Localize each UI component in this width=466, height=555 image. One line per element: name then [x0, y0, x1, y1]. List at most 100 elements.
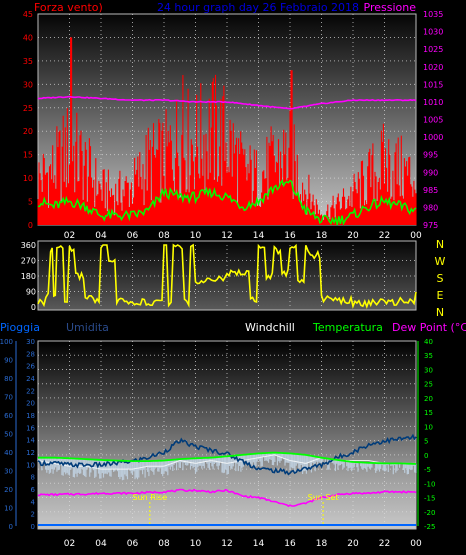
temperature-x-tick-label: 16	[284, 539, 296, 549]
wind-average-line	[38, 179, 417, 226]
temperature-series	[37, 433, 417, 526]
rain-tick-label: 16	[26, 424, 35, 432]
pressure-tick-label: 990	[423, 168, 438, 177]
rain-tick-label: 24	[26, 375, 35, 383]
temperature-x-axis: 02 04 06 08 10 12 14 16 18 20 22 00	[64, 539, 422, 549]
wind-tick-label: 40	[23, 33, 33, 42]
pressure-tick-label: 1015	[423, 80, 443, 89]
temperature-tick-label: 20	[424, 395, 433, 403]
wind-y-axis: 45 40 35 30 25 20 15 10 5 0	[23, 10, 33, 230]
rain-tick-label: 12	[26, 449, 35, 457]
direction-tick-label: 270	[21, 257, 36, 266]
dewpoint-line	[37, 488, 417, 508]
header-pressure-title: Pressione	[364, 1, 417, 14]
temperature-x-tick-label: 18	[316, 539, 328, 549]
wind-tick-label: 15	[23, 151, 33, 160]
wind-tick-label: 20	[23, 127, 33, 136]
pressure-tick-label: 1005	[423, 116, 443, 125]
temperature-tick-label: 30	[424, 366, 433, 374]
wind-x-tick-label: 00	[410, 231, 422, 241]
wind-series	[37, 37, 417, 226]
pressure-line	[37, 95, 417, 110]
wind-tick-label: 5	[28, 198, 33, 207]
humidity-tick-label: 50	[4, 431, 13, 439]
temperature-tick-label: -5	[424, 466, 431, 474]
temperature-tick-label: 15	[424, 409, 433, 417]
rain-tick-label: 18	[26, 412, 35, 420]
rain-title: Pioggia	[0, 321, 40, 334]
rain-tick-label: 10	[26, 461, 35, 469]
humidity-tick-label: 80	[4, 375, 13, 383]
temperature-x-tick-label: 20	[347, 539, 359, 549]
wind-x-tick-label: 06	[127, 231, 139, 241]
temperature-tick-label: 40	[424, 338, 433, 346]
wind-tick-label: 35	[23, 57, 33, 66]
wind-x-tick-label: 12	[221, 231, 232, 241]
rain-tick-label: 8	[31, 474, 35, 482]
temperature-x-tick-label: 10	[190, 539, 202, 549]
wind-x-axis: 02 04 06 08 10 12 14 16 18 20 22 00	[64, 231, 422, 241]
pressure-tick-label: 980	[423, 203, 438, 212]
temperature-title: Temperatura	[312, 321, 383, 334]
wind-x-tick-label: 20	[347, 231, 359, 241]
direction-tick-label: 0	[31, 303, 36, 312]
temperature-grid	[38, 341, 416, 526]
temperature-tick-label: -25	[424, 523, 435, 531]
humidity-tick-label: 90	[4, 357, 13, 365]
humidity-tick-label: 0	[9, 523, 13, 531]
rain-tick-label: 22	[26, 387, 35, 395]
temperature-line	[38, 451, 417, 465]
header-wind-title: Forza vento)	[34, 1, 103, 14]
wind-direction-line	[37, 243, 417, 309]
direction-series	[37, 243, 417, 309]
rain-tick-label: 20	[26, 400, 35, 408]
wind-x-tick-label: 04	[95, 231, 107, 241]
compass-label: E	[437, 289, 444, 302]
pressure-tick-label: 1035	[423, 10, 443, 19]
wind-tick-label: 25	[23, 104, 33, 113]
temperature-x-tick-label: 12	[221, 539, 232, 549]
temperature-tick-label: 10	[424, 423, 433, 431]
wind-tick-label: 45	[23, 10, 33, 19]
direction-y-axis: 360 270 180 90 0	[21, 241, 36, 312]
humidity-line	[37, 433, 417, 476]
temperature-x-tick-label: 06	[127, 539, 139, 549]
rain-tick-label: 6	[31, 486, 36, 494]
direction-tick-label: 180	[21, 272, 36, 281]
wind-x-tick-label: 14	[253, 231, 265, 241]
humidity-title: Umidita	[66, 321, 109, 334]
dewpoint-title: Dew Point (°C)	[392, 321, 466, 334]
rain-tick-label: 28	[26, 350, 35, 358]
humidity-tick-label: 70	[4, 394, 13, 402]
compass-label: W	[435, 255, 446, 268]
pressure-tick-label: 1010	[423, 98, 443, 107]
humidity-tick-label: 40	[4, 449, 13, 457]
rain-tick-label: 2	[31, 511, 35, 519]
wind-x-tick-label: 08	[158, 231, 170, 241]
pressure-tick-label: 1030	[423, 28, 443, 37]
sun-rise-label: Sun Rise	[133, 493, 168, 502]
rain-tick-label: 14	[26, 437, 35, 445]
wind-tick-label: 10	[23, 174, 33, 183]
rain-tick-label: 4	[31, 498, 36, 506]
temperature-tick-label: -10	[424, 480, 435, 488]
wind-x-tick-label: 18	[316, 231, 328, 241]
windchill-line	[37, 454, 416, 470]
direction-tick-label: 90	[26, 288, 36, 297]
compass-label: N	[436, 238, 444, 251]
temperature-x-tick-label: 04	[95, 539, 107, 549]
wind-tick-label: 0	[28, 221, 33, 230]
temperature-x-tick-label: 00	[410, 539, 422, 549]
temperature-x-tick-label: 22	[379, 539, 390, 549]
rain-tick-label: 30	[26, 338, 35, 346]
temperature-x-tick-label: 02	[64, 539, 75, 549]
temperature-tick-label: 0	[424, 452, 428, 460]
wind-x-tick-label: 16	[284, 231, 296, 241]
temperature-tick-label: -20	[424, 509, 435, 517]
direction-tick-label: 360	[21, 241, 36, 250]
humidity-tick-label: 60	[4, 412, 13, 420]
